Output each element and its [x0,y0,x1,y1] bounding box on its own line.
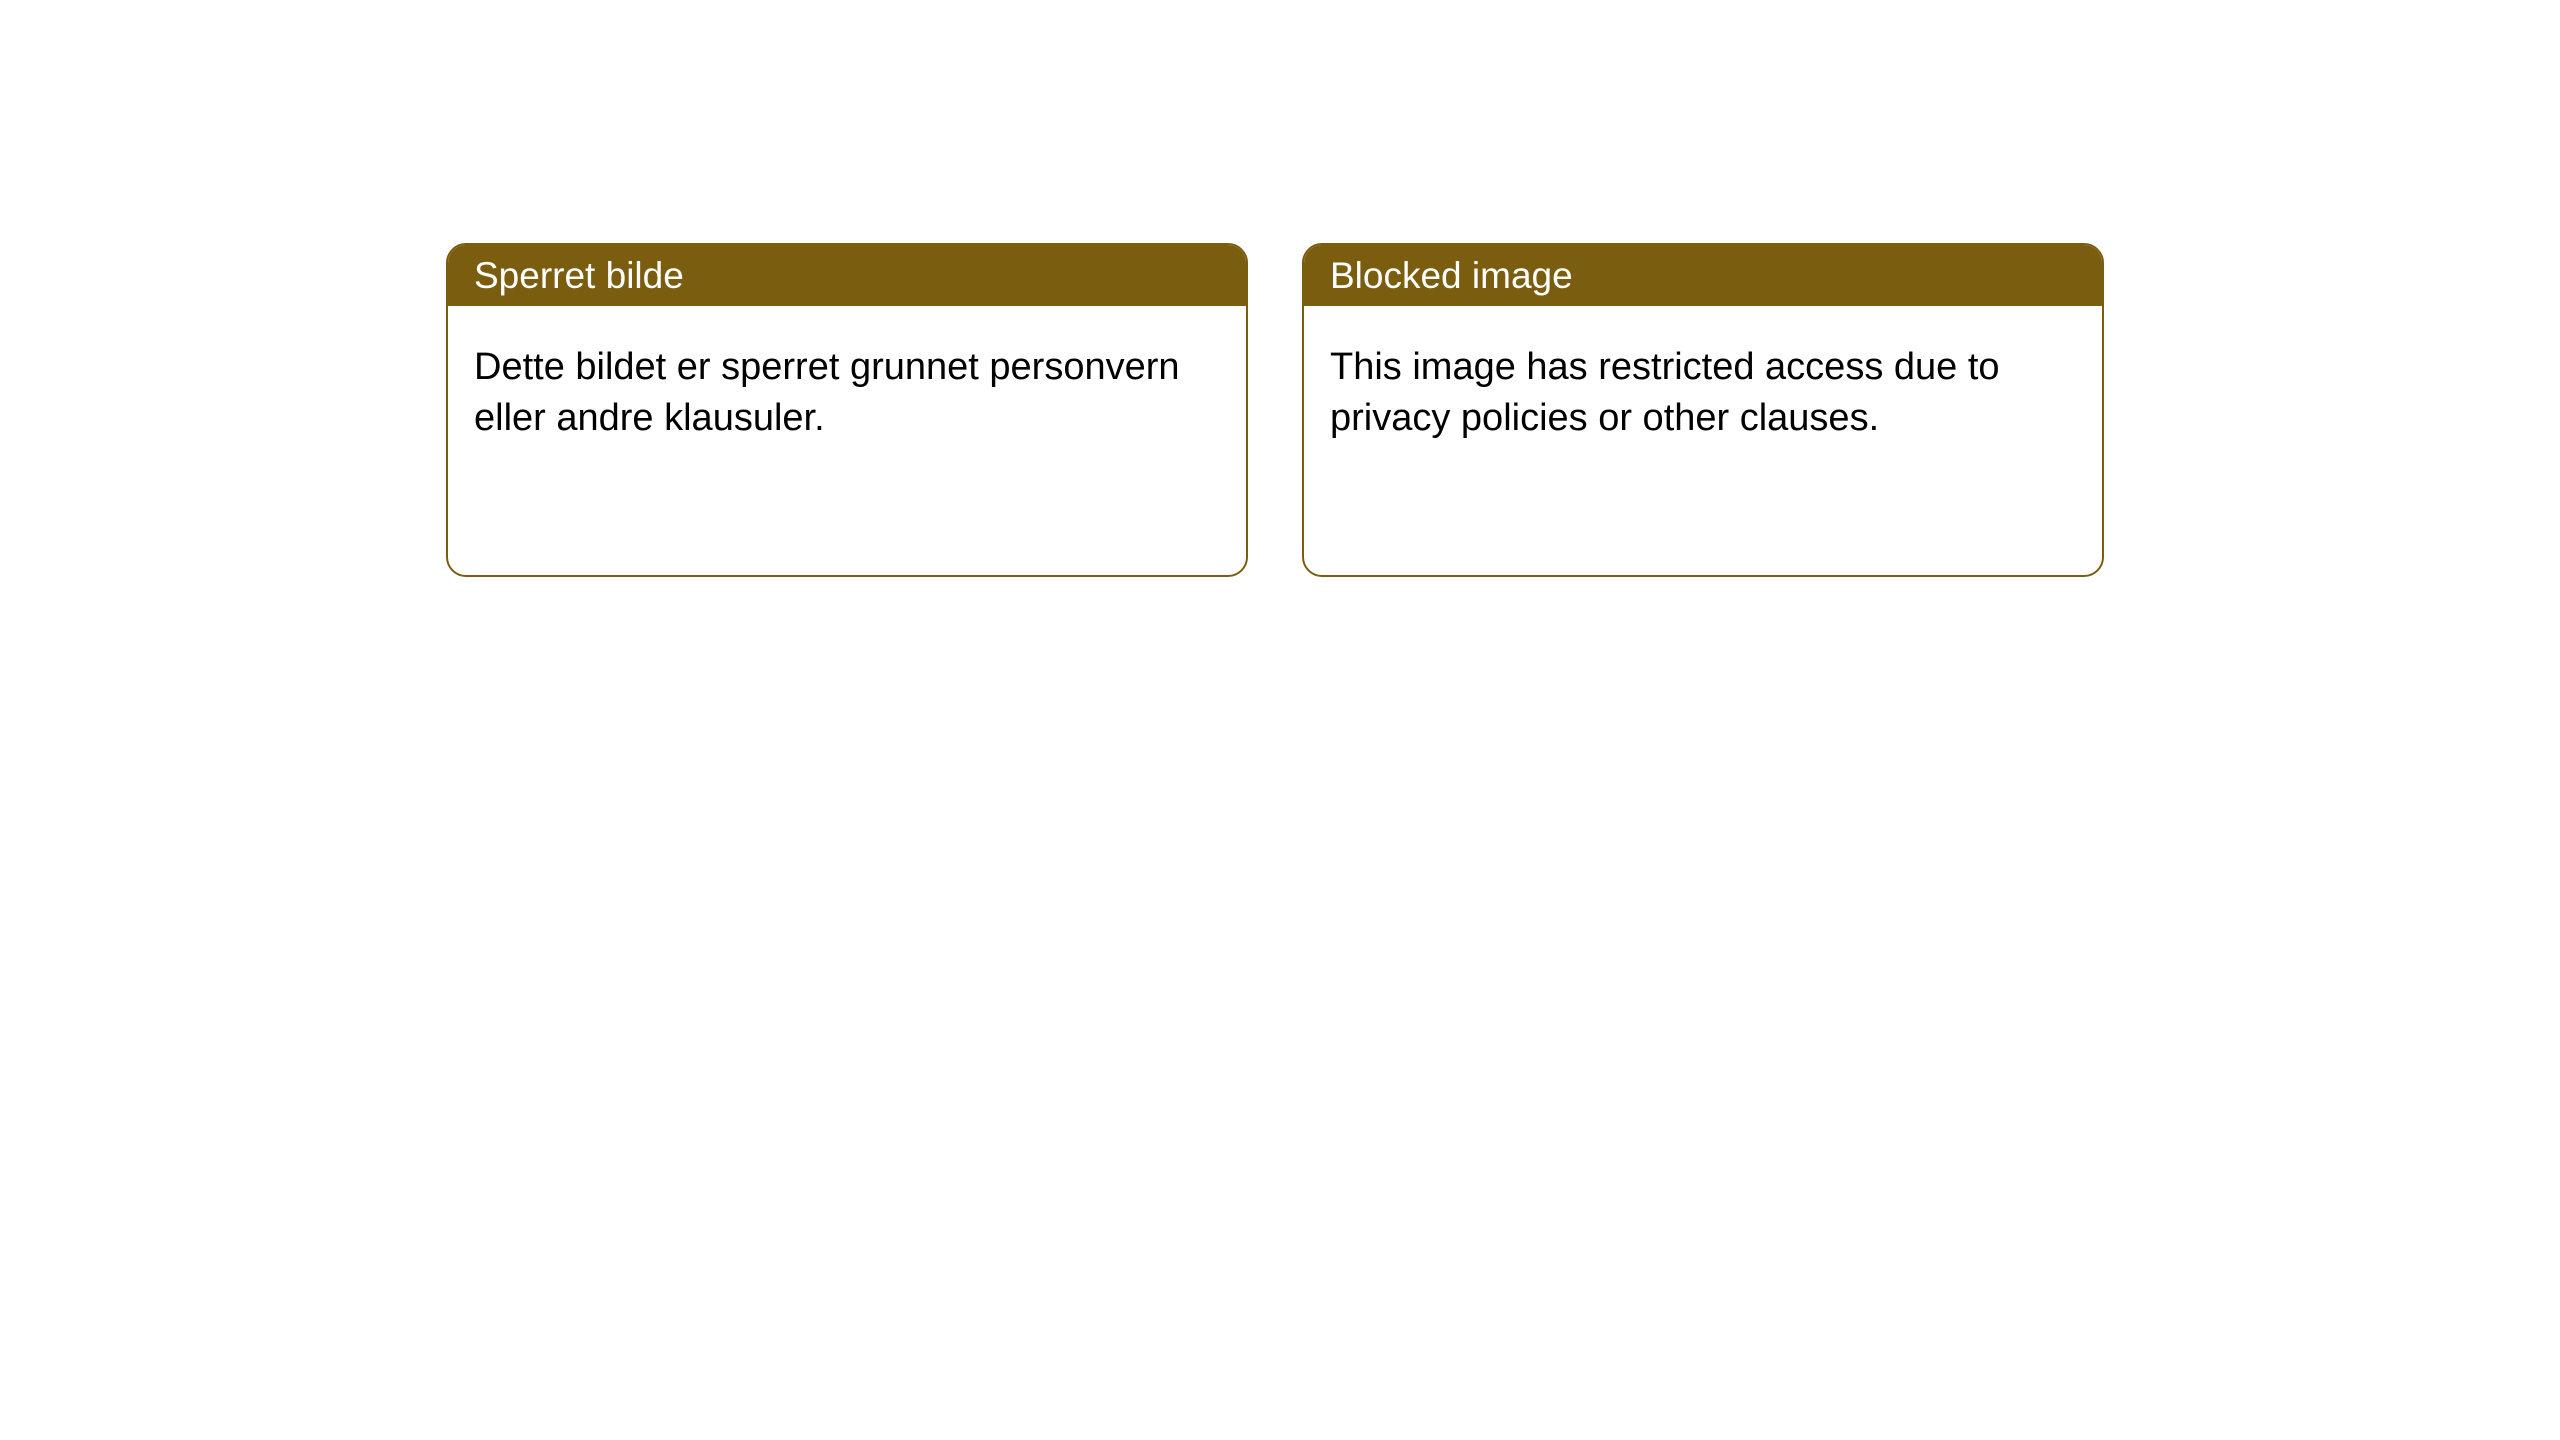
card-title: Sperret bilde [474,255,684,297]
card-body: Dette bildet er sperret grunnet personve… [448,306,1246,481]
blocked-image-card-no: Sperret bilde Dette bildet er sperret gr… [446,243,1248,577]
card-body-text: This image has restricted access due to … [1330,346,2000,439]
cards-container: Sperret bilde Dette bildet er sperret gr… [0,0,2560,577]
blocked-image-card-en: Blocked image This image has restricted … [1302,243,2104,577]
card-title: Blocked image [1330,255,1573,297]
card-header: Sperret bilde [448,245,1246,306]
card-header: Blocked image [1304,245,2102,306]
card-body: This image has restricted access due to … [1304,306,2102,481]
card-body-text: Dette bildet er sperret grunnet personve… [474,346,1180,439]
